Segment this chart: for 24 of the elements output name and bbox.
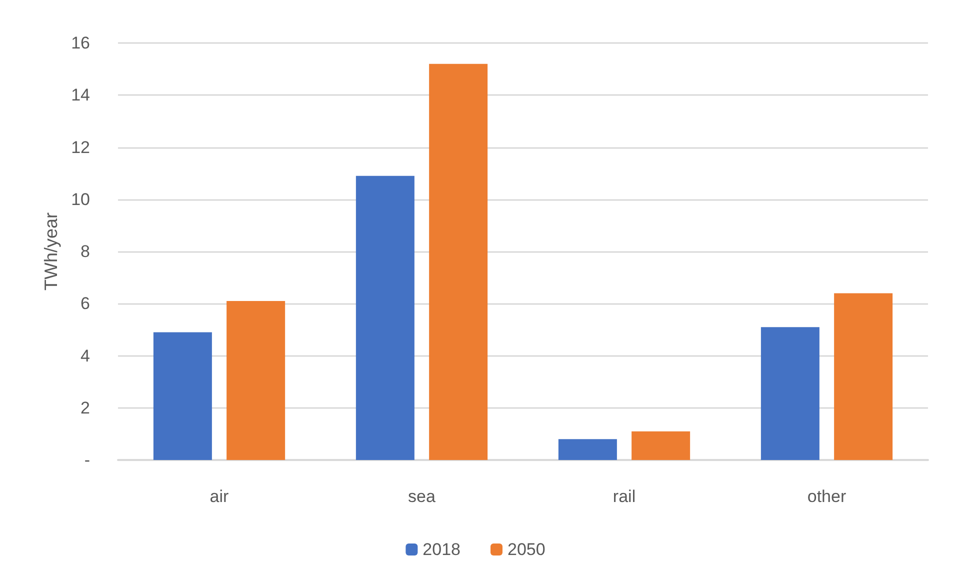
y-tick-label: 6: [80, 294, 90, 314]
y-tick-label: 12: [71, 138, 90, 157]
bar: [558, 439, 617, 460]
bar: [834, 293, 893, 460]
legend-label: 2050: [508, 540, 546, 559]
y-tick-label: 16: [71, 34, 90, 52]
bar: [356, 176, 414, 460]
y-tick-label: 8: [80, 242, 90, 261]
y-axis-title: TWh/year: [41, 212, 62, 291]
bar: [429, 64, 488, 460]
x-tick-label: air: [210, 487, 230, 506]
x-tick-label: rail: [612, 487, 636, 506]
y-tick-label: 14: [71, 86, 90, 105]
legend-label: 2018: [422, 540, 461, 559]
bar: [153, 332, 212, 460]
x-tick-label: other: [807, 487, 846, 506]
x-tick-label: sea: [408, 487, 436, 506]
bar: [632, 431, 690, 460]
y-tick-label: 4: [80, 346, 90, 366]
y-tick-label: -: [84, 450, 90, 470]
y-tick-label: 10: [71, 190, 90, 209]
bar: [760, 327, 820, 460]
y-tick-label: 2: [80, 398, 90, 418]
bar: [226, 301, 286, 460]
